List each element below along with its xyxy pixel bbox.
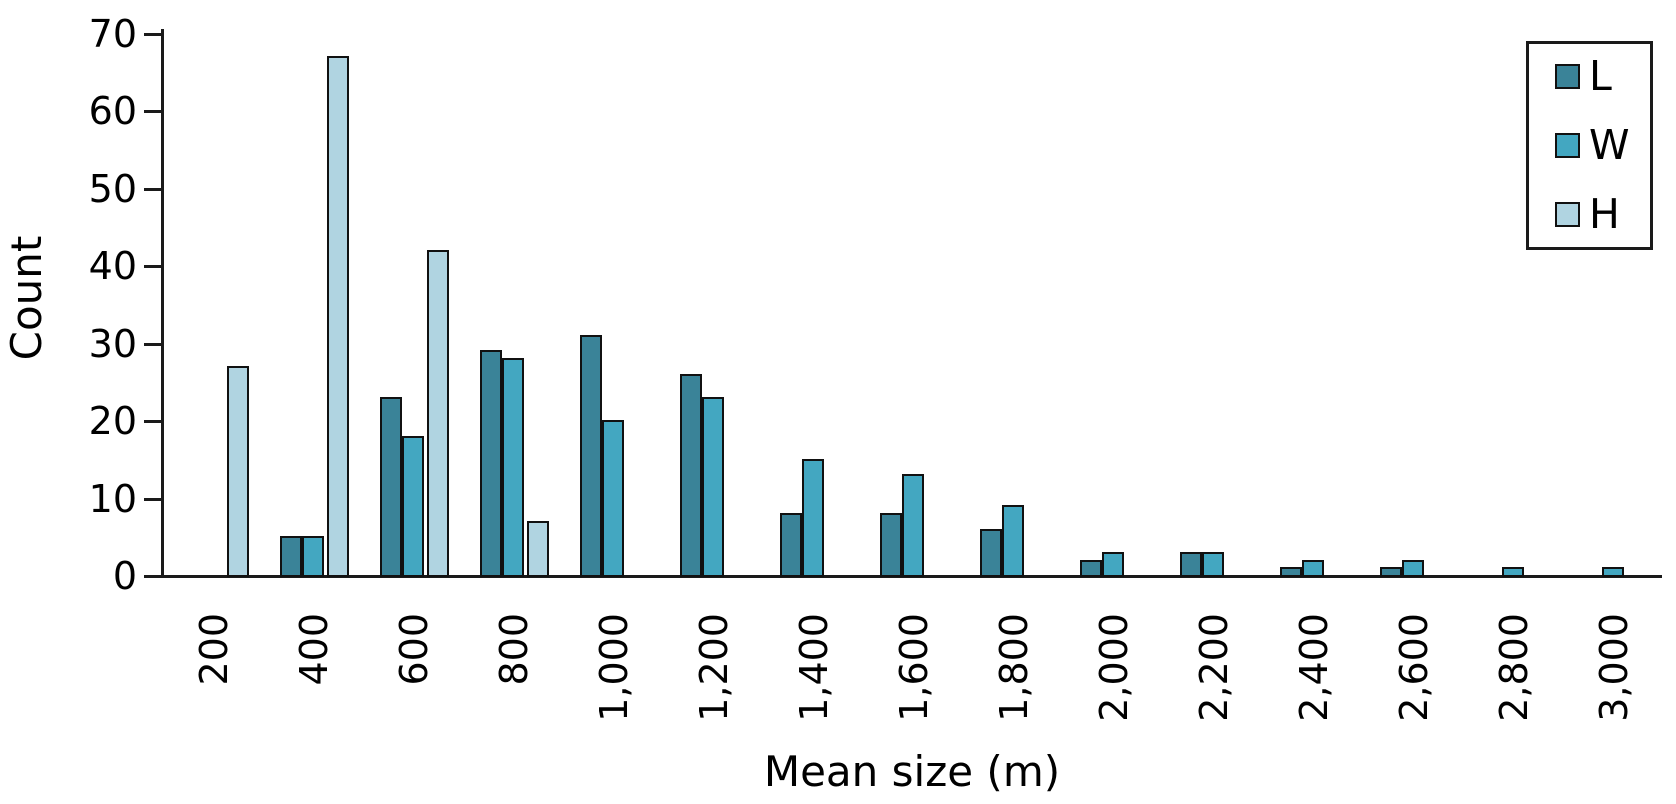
bar-L-2,200 bbox=[1180, 551, 1202, 577]
bar-W-2,800 bbox=[1502, 567, 1524, 577]
legend-label: H bbox=[1589, 190, 1620, 238]
bar-L-600 bbox=[380, 396, 402, 577]
legend-item-L: L bbox=[1555, 52, 1612, 100]
bar-W-1,600 bbox=[902, 474, 924, 577]
x-tick-label: 600 bbox=[392, 613, 436, 686]
bar-W-2,600 bbox=[1402, 559, 1424, 577]
bar-W-800 bbox=[502, 358, 524, 577]
bar-L-1,000 bbox=[580, 334, 602, 577]
x-tick-label: 2,800 bbox=[1492, 613, 1536, 722]
bar-W-1,400 bbox=[802, 458, 824, 577]
x-axis-title: Mean size (m) bbox=[763, 747, 1061, 796]
bar-L-1,200 bbox=[680, 373, 702, 577]
y-tick-label: 20 bbox=[88, 399, 137, 443]
legend-label: L bbox=[1589, 52, 1612, 100]
y-tick-label: 30 bbox=[88, 321, 137, 366]
x-tick-label: 2,000 bbox=[1092, 613, 1136, 722]
bar-H-600 bbox=[427, 249, 449, 577]
y-tick-label: 0 bbox=[112, 554, 137, 598]
y-tick-mark bbox=[144, 265, 161, 268]
bar-W-2,400 bbox=[1302, 559, 1324, 577]
y-tick-label: 60 bbox=[88, 89, 137, 133]
x-tick-label: 2,400 bbox=[1292, 613, 1336, 722]
x-tick-label: 200 bbox=[192, 613, 236, 686]
y-tick-label: 50 bbox=[88, 166, 137, 211]
y-tick-label: 40 bbox=[88, 244, 137, 288]
bar-H-400 bbox=[327, 55, 349, 577]
x-tick-label: 800 bbox=[492, 613, 536, 686]
bar-L-400 bbox=[280, 536, 302, 577]
y-axis-line bbox=[161, 29, 164, 578]
y-tick-mark bbox=[144, 497, 161, 501]
y-tick-label: 70 bbox=[88, 11, 137, 56]
bar-W-3,000 bbox=[1602, 567, 1624, 577]
bar-W-1,800 bbox=[1002, 505, 1024, 577]
legend-swatch-H bbox=[1555, 201, 1580, 227]
x-tick-label: 1,000 bbox=[592, 613, 636, 722]
y-tick-mark bbox=[144, 575, 161, 578]
bar-W-2,200 bbox=[1202, 551, 1224, 577]
y-tick-label: 10 bbox=[88, 476, 137, 521]
bar-L-1,600 bbox=[880, 513, 902, 577]
y-tick-mark bbox=[144, 187, 161, 191]
y-tick-mark bbox=[144, 342, 161, 346]
legend-item-H: H bbox=[1555, 190, 1620, 238]
legend-swatch-L bbox=[1555, 63, 1580, 89]
bar-L-800 bbox=[480, 350, 502, 577]
bar-W-1,000 bbox=[602, 420, 624, 577]
bar-L-2,400 bbox=[1280, 567, 1302, 577]
bar-L-2,000 bbox=[1080, 559, 1102, 577]
x-tick-label: 2,200 bbox=[1192, 613, 1236, 722]
y-tick-mark bbox=[144, 32, 161, 36]
bar-L-1,800 bbox=[980, 528, 1002, 577]
bar-L-2,600 bbox=[1380, 567, 1402, 577]
y-axis-title: Count bbox=[2, 235, 51, 361]
x-tick-label: 1,800 bbox=[992, 613, 1036, 722]
x-tick-label: 2,600 bbox=[1392, 613, 1436, 722]
x-tick-label: 400 bbox=[292, 613, 336, 686]
bar-W-400 bbox=[302, 536, 324, 577]
bar-L-1,400 bbox=[780, 513, 802, 577]
legend-item-W: W bbox=[1555, 121, 1630, 169]
x-tick-label: 3,000 bbox=[1592, 613, 1636, 722]
bar-H-800 bbox=[527, 520, 549, 577]
x-tick-label: 1,200 bbox=[692, 613, 736, 722]
x-tick-label: 1,400 bbox=[792, 613, 836, 722]
legend-label: W bbox=[1589, 121, 1630, 169]
y-tick-mark bbox=[144, 110, 161, 113]
legend-swatch-W bbox=[1555, 132, 1580, 158]
bar-W-600 bbox=[402, 435, 424, 577]
bar-W-2,000 bbox=[1102, 551, 1124, 577]
x-tick-label: 1,600 bbox=[892, 613, 936, 722]
y-tick-mark bbox=[144, 420, 161, 423]
bar-H-200 bbox=[227, 365, 249, 577]
bar-W-1,200 bbox=[702, 396, 724, 577]
